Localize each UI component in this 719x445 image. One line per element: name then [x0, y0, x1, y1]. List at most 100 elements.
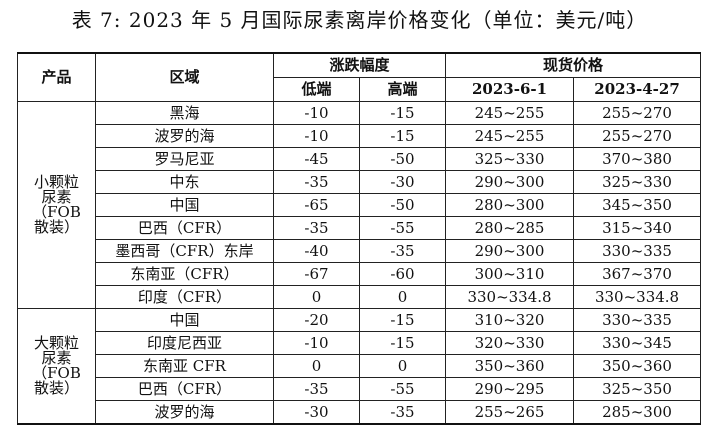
table-row: 印度（CFR） 0 0 330~334.8 330~334.8: [18, 285, 702, 309]
price-date-2-cell: 255~270: [573, 101, 702, 125]
header-high: 高端: [358, 77, 447, 102]
price-date-2-cell: 315~340: [573, 216, 702, 240]
region-cell: 波罗的海: [95, 400, 274, 425]
product-group-label-line: 尿素: [41, 349, 72, 367]
change-low-cell: -40: [273, 239, 360, 263]
price-date-1-cell: 255~265: [445, 400, 575, 425]
region-cell: 巴西（CFR）: [95, 216, 274, 240]
price-date-2-cell: 330~345: [573, 331, 702, 355]
price-date-2-cell: 285~300: [573, 400, 702, 425]
urea-price-table: 产品 区域 涨跌幅度 现货价格 低端 高端 2023-6-1 2023-4-27…: [17, 52, 702, 425]
change-low-cell: -35: [273, 216, 360, 240]
price-date-1-cell: 325~330: [445, 147, 575, 171]
header-spot-price: 现货价格: [445, 52, 702, 78]
price-date-1-cell: 350~360: [445, 354, 575, 378]
price-date-2-cell: 367~370: [573, 262, 702, 286]
price-date-1-cell: 245~255: [445, 101, 575, 125]
header-low: 低端: [273, 77, 360, 102]
change-high-cell: -15: [358, 101, 447, 125]
price-date-1-cell: 280~300: [445, 193, 575, 217]
price-date-1-cell: 310~320: [445, 308, 575, 332]
price-date-1-cell: 300~310: [445, 262, 575, 286]
product-group-label-line: （FOB: [32, 364, 81, 382]
product-group-label-line: 散装）: [33, 218, 79, 236]
change-high-cell: -15: [358, 331, 447, 355]
price-date-1-cell: 290~295: [445, 377, 575, 401]
region-cell: 巴西（CFR）: [95, 377, 274, 401]
table-row: 墨西哥（CFR）东岸 -40 -35 290~300 330~335: [18, 239, 702, 263]
product-group-label-line: 大颗粒: [33, 334, 79, 352]
table-row: 巴西（CFR） -35 -55 280~285 315~340: [18, 216, 702, 240]
table-row: 东南亚（CFR） -67 -60 300~310 367~370: [18, 262, 702, 286]
change-low-cell: 0: [273, 285, 360, 309]
change-low-cell: -10: [273, 101, 360, 125]
table-row: 中国 -65 -50 280~300 345~350: [18, 193, 702, 217]
region-cell: 墨西哥（CFR）东岸: [95, 239, 274, 263]
table-row: 中东 -35 -30 290~300 325~330: [18, 170, 702, 194]
change-high-cell: -35: [358, 239, 447, 263]
price-date-1-cell: 290~300: [445, 239, 575, 263]
region-cell: 罗马尼亚: [95, 147, 274, 171]
table-row: 东南亚 CFR 0 0 350~360 350~360: [18, 354, 702, 378]
price-date-1-cell: 330~334.8: [445, 285, 575, 309]
product-group-label-line: 散装）: [33, 379, 79, 397]
header-region: 区域: [95, 52, 274, 102]
change-low-cell: -10: [273, 331, 360, 355]
price-date-1-cell: 280~285: [445, 216, 575, 240]
price-date-2-cell: 330~335: [573, 308, 702, 332]
price-date-2-cell: 330~335: [573, 239, 702, 263]
change-high-cell: -15: [358, 124, 447, 148]
change-high-cell: -50: [358, 147, 447, 171]
price-date-2-cell: 345~350: [573, 193, 702, 217]
change-low-cell: -20: [273, 308, 360, 332]
change-high-cell: -50: [358, 193, 447, 217]
header-change: 涨跌幅度: [272, 52, 447, 78]
table-row: 大颗粒 尿素 （FOB 散装） 中国 -20 -15 310~320 330~335: [17, 308, 702, 425]
change-low-cell: 0: [273, 354, 360, 378]
table-row: 印度尼西亚 -10 -15 320~330 330~345: [18, 331, 702, 355]
change-high-cell: -55: [358, 216, 447, 240]
header-date-1: 2023-6-1: [445, 77, 575, 102]
table-row: 罗马尼亚 -45 -50 325~330 370~380: [18, 147, 702, 171]
change-high-cell: 0: [358, 354, 447, 378]
change-low-cell: -35: [273, 377, 360, 401]
region-cell: 东南亚 CFR: [95, 354, 274, 378]
price-date-2-cell: 255~270: [573, 124, 702, 148]
header-row-1: 产品 区域 涨跌幅度 现货价格: [17, 52, 702, 102]
product-group-cell: 小颗粒 尿素 （FOB 散装）: [17, 101, 96, 309]
change-low-cell: -30: [273, 400, 360, 425]
region-cell: 黑海: [95, 101, 274, 125]
change-high-cell: -30: [358, 170, 447, 194]
table-row: 小颗粒 尿素 （FOB 散装） 黑海 -10 -15 245~255 255~270: [17, 101, 702, 309]
region-cell: 波罗的海: [95, 124, 274, 148]
change-low-cell: -67: [273, 262, 360, 286]
region-cell: 东南亚（CFR）: [95, 262, 274, 286]
price-date-2-cell: 350~360: [573, 354, 702, 378]
change-high-cell: -35: [358, 400, 447, 425]
change-high-cell: 0: [358, 285, 447, 309]
table-row: 巴西（CFR） -35 -55 290~295 325~350: [18, 377, 702, 401]
header-row-2: 低端 高端 2023-6-1 2023-4-27: [18, 77, 702, 102]
table-body: 小颗粒 尿素 （FOB 散装） 黑海 -10 -15 245~255 255~270 波罗的海 -1…: [17, 101, 702, 425]
region-cell: 印度（CFR）: [95, 285, 274, 309]
price-date-2-cell: 325~350: [573, 377, 702, 401]
change-low-cell: -65: [273, 193, 360, 217]
price-date-1-cell: 290~300: [445, 170, 575, 194]
table-title: 表 7: 2023 年 5 月国际尿素离岸价格变化（单位：美元/吨）: [71, 8, 648, 32]
price-date-1-cell: 245~255: [445, 124, 575, 148]
price-date-2-cell: 330~334.8: [573, 285, 702, 309]
header-date-2: 2023-4-27: [573, 77, 702, 102]
product-group-label-line: 小颗粒: [33, 173, 79, 191]
change-low-cell: -45: [273, 147, 360, 171]
product-group-label-line: （FOB: [32, 203, 81, 221]
change-low-cell: -35: [273, 170, 360, 194]
region-cell: 中国: [95, 308, 274, 332]
price-date-2-cell: 370~380: [573, 147, 702, 171]
header-product: 产品: [17, 52, 96, 102]
table-row: 波罗的海 -30 -35 255~265 285~300: [18, 400, 702, 425]
product-group-label-line: 尿素: [41, 188, 72, 206]
price-date-1-cell: 320~330: [445, 331, 575, 355]
change-high-cell: -15: [358, 308, 447, 332]
region-cell: 中国: [95, 193, 274, 217]
region-cell: 中东: [95, 170, 274, 194]
